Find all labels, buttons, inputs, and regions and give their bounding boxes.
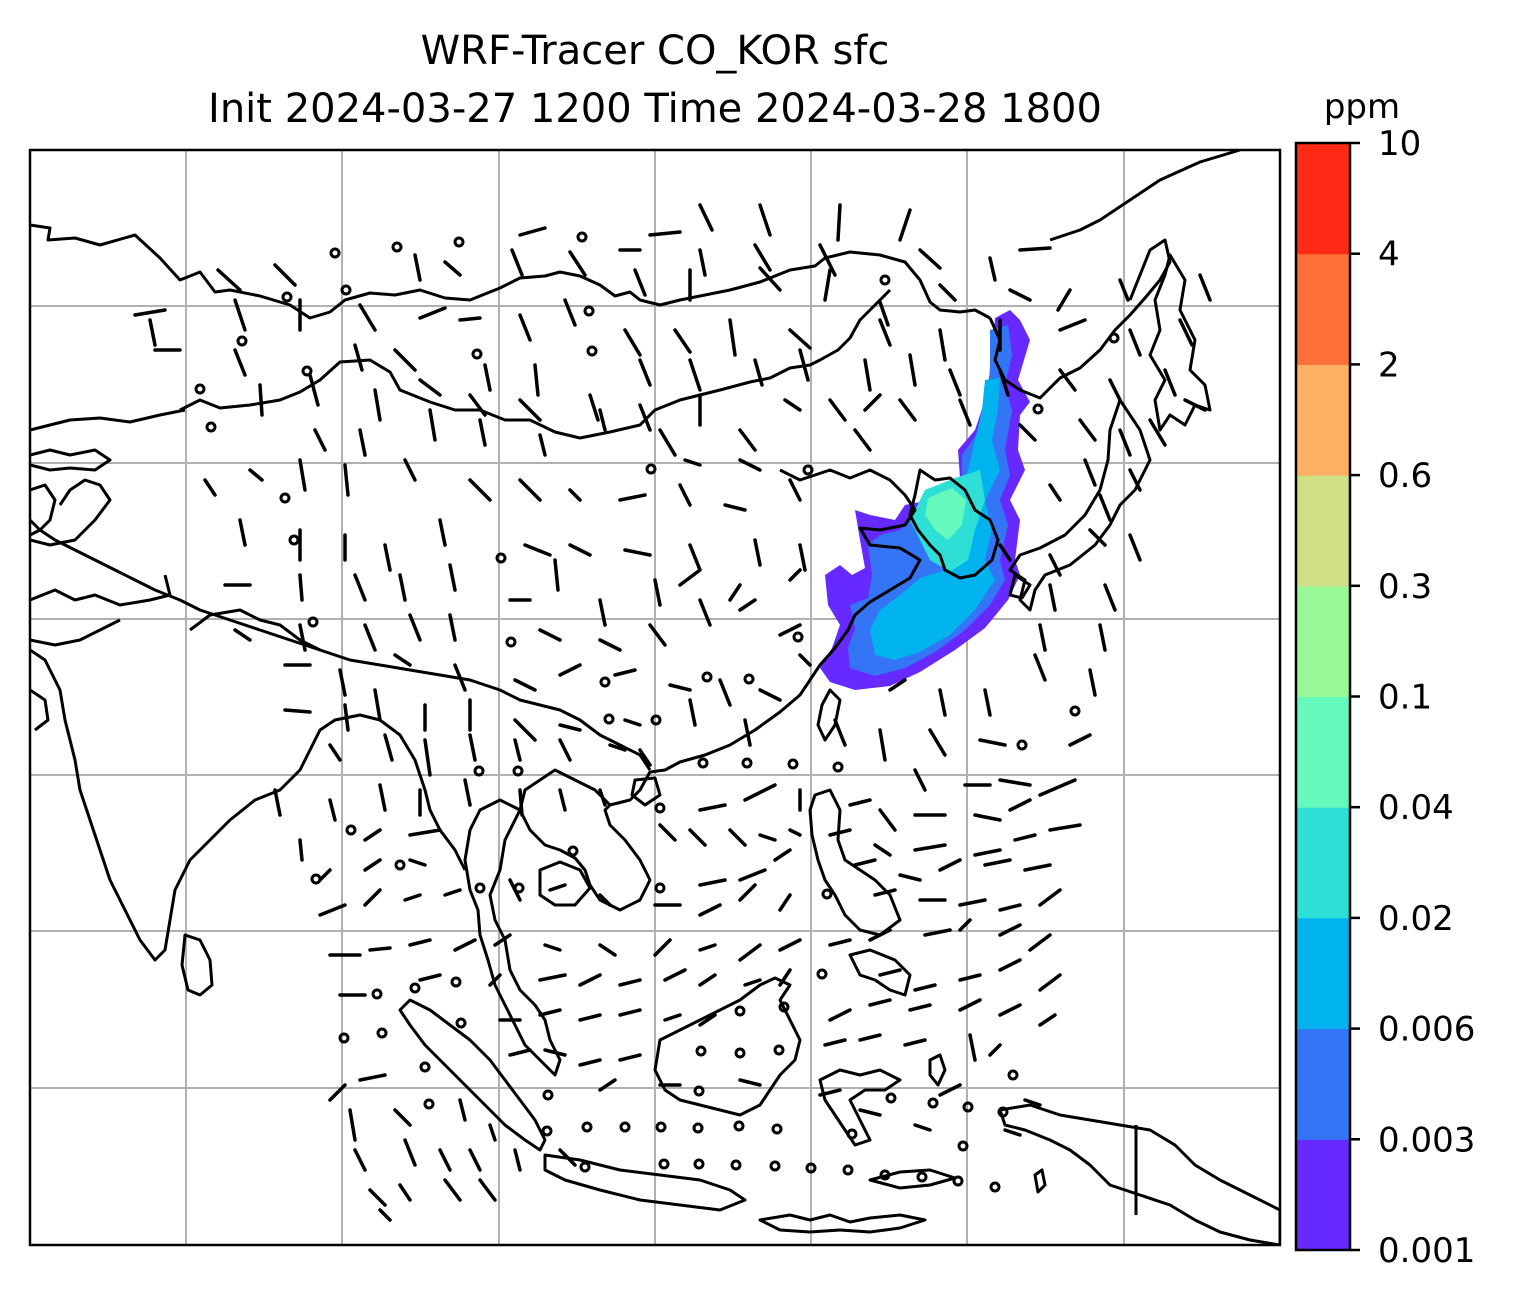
colorbar-segment	[1296, 807, 1350, 919]
colorbar-segment	[1296, 253, 1350, 365]
colorbar-tick-label: 0.1	[1378, 678, 1432, 718]
colorbar-tick-label: 0.001	[1378, 1231, 1475, 1271]
colorbar-segment	[1296, 1028, 1350, 1140]
colorbar-tick-label: 0.04	[1378, 788, 1454, 828]
colorbar-segment	[1296, 917, 1350, 1030]
colorbar-segment	[1296, 696, 1350, 808]
map-frame	[28, 148, 1282, 1247]
colorbar-tick-label: 4	[1378, 235, 1400, 275]
gridlines	[30, 150, 1280, 1245]
map-title-line1: WRF-Tracer CO_KOR sfc	[420, 28, 890, 74]
colorbar-tick-label: 0.02	[1378, 899, 1454, 939]
map-title-line2: Init 2024-03-27 1200 Time 2024-03-28 180…	[208, 86, 1102, 132]
colorbar-segment	[1296, 143, 1350, 255]
colorbar-tick-label: 2	[1378, 345, 1400, 385]
calm-wind-circles	[194, 231, 1120, 1193]
plume-level-0.04	[925, 488, 966, 540]
colorbar-segment	[1296, 585, 1350, 697]
colorbar: 0.001 0.003 0.006 0.02 0.04 0.1 0.3 0.6 2 4 10	[1294, 124, 1475, 1271]
colorbar-tick-label: 0.003	[1378, 1120, 1475, 1160]
colorbar-tick-label: 0.006	[1378, 1010, 1475, 1050]
colorbar-segment	[1296, 1139, 1350, 1251]
colorbar-tick-label: 0.6	[1378, 456, 1432, 496]
plume-level-0.006	[870, 378, 1000, 660]
wind-barbs	[133, 203, 1212, 1222]
colorbar-segment	[1296, 364, 1350, 476]
colorbar-tick-label: 0.3	[1378, 567, 1432, 607]
colorbar-tick-label: 10	[1378, 124, 1421, 164]
colorbar-unit: ppm	[1324, 87, 1400, 127]
colorbar-segment	[1296, 475, 1350, 587]
